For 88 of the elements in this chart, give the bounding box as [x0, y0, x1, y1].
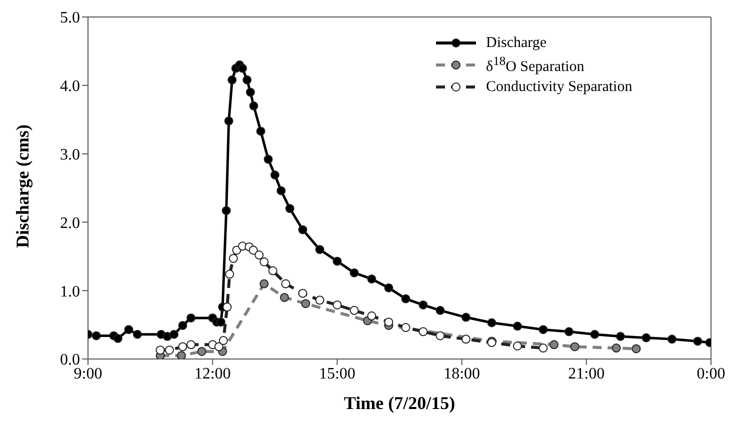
point	[216, 318, 226, 327]
point	[164, 346, 174, 355]
point	[332, 300, 342, 310]
point	[538, 344, 548, 353]
point	[264, 154, 273, 164]
point	[693, 336, 702, 346]
point	[214, 342, 224, 352]
point	[298, 288, 308, 298]
point	[124, 325, 134, 334]
point	[270, 170, 280, 180]
point	[590, 330, 600, 339]
point	[156, 346, 165, 355]
point	[367, 274, 376, 284]
point	[242, 75, 252, 84]
point	[228, 75, 237, 84]
point	[301, 299, 310, 308]
legend-label: Discharge	[486, 34, 547, 52]
y-tick-label: 5.0	[60, 10, 80, 27]
point	[260, 257, 269, 266]
point	[632, 344, 641, 354]
x-tick-label: 15:00	[318, 365, 356, 382]
point	[512, 322, 522, 331]
point	[418, 327, 428, 336]
point	[222, 206, 231, 216]
point	[461, 312, 470, 322]
x-tick-label: 12:00	[194, 365, 231, 382]
point	[550, 340, 559, 350]
x-tick-label: 18:00	[444, 365, 480, 382]
point	[178, 342, 188, 352]
point	[225, 270, 234, 279]
point	[298, 225, 308, 234]
point	[570, 342, 580, 352]
point	[384, 318, 394, 327]
point	[176, 351, 186, 359]
point	[332, 256, 342, 266]
point	[92, 331, 101, 340]
point	[315, 245, 324, 254]
point	[612, 344, 621, 353]
point	[367, 311, 376, 320]
point	[436, 306, 445, 315]
x-tick-label: 21:00	[568, 365, 605, 382]
point	[256, 126, 266, 136]
point	[667, 334, 676, 344]
point	[197, 346, 206, 356]
point	[418, 300, 428, 310]
point	[315, 296, 324, 305]
point	[222, 302, 232, 312]
point	[350, 306, 359, 315]
y-tick-label: 1.0	[60, 283, 80, 300]
point	[281, 279, 290, 288]
legend-label: δ$^{18}$O Separation	[486, 54, 584, 76]
point	[276, 186, 286, 196]
point	[384, 283, 394, 292]
point	[224, 116, 234, 126]
point	[186, 313, 196, 322]
y-tick-label: 2.0	[60, 214, 80, 232]
point	[436, 331, 445, 340]
point	[186, 340, 196, 350]
point	[228, 254, 238, 263]
point	[249, 101, 258, 110]
point	[401, 323, 410, 332]
point	[616, 332, 625, 341]
y-axis-title: Discharge (cms)	[12, 124, 32, 248]
y-tick-label: 4.0	[60, 78, 80, 96]
point	[642, 333, 651, 342]
point	[113, 334, 122, 343]
point	[254, 250, 264, 260]
point	[285, 204, 294, 214]
point	[238, 64, 248, 73]
legend-label: Conductivity Separation	[486, 78, 632, 96]
point	[260, 279, 269, 288]
point	[246, 88, 255, 97]
point	[538, 325, 548, 334]
x-axis-title: Time (7/20/15)	[344, 393, 456, 413]
point	[401, 294, 410, 304]
point	[218, 336, 228, 346]
point	[487, 318, 496, 328]
point	[350, 268, 359, 278]
point	[461, 334, 470, 344]
point	[178, 320, 188, 330]
point	[169, 330, 178, 339]
point	[248, 246, 258, 255]
point	[512, 342, 522, 351]
point	[280, 292, 289, 302]
point	[132, 330, 142, 339]
y-tick-label: 3.0	[60, 146, 80, 164]
x-tick-label: 0:00	[696, 365, 726, 382]
point	[564, 327, 574, 336]
